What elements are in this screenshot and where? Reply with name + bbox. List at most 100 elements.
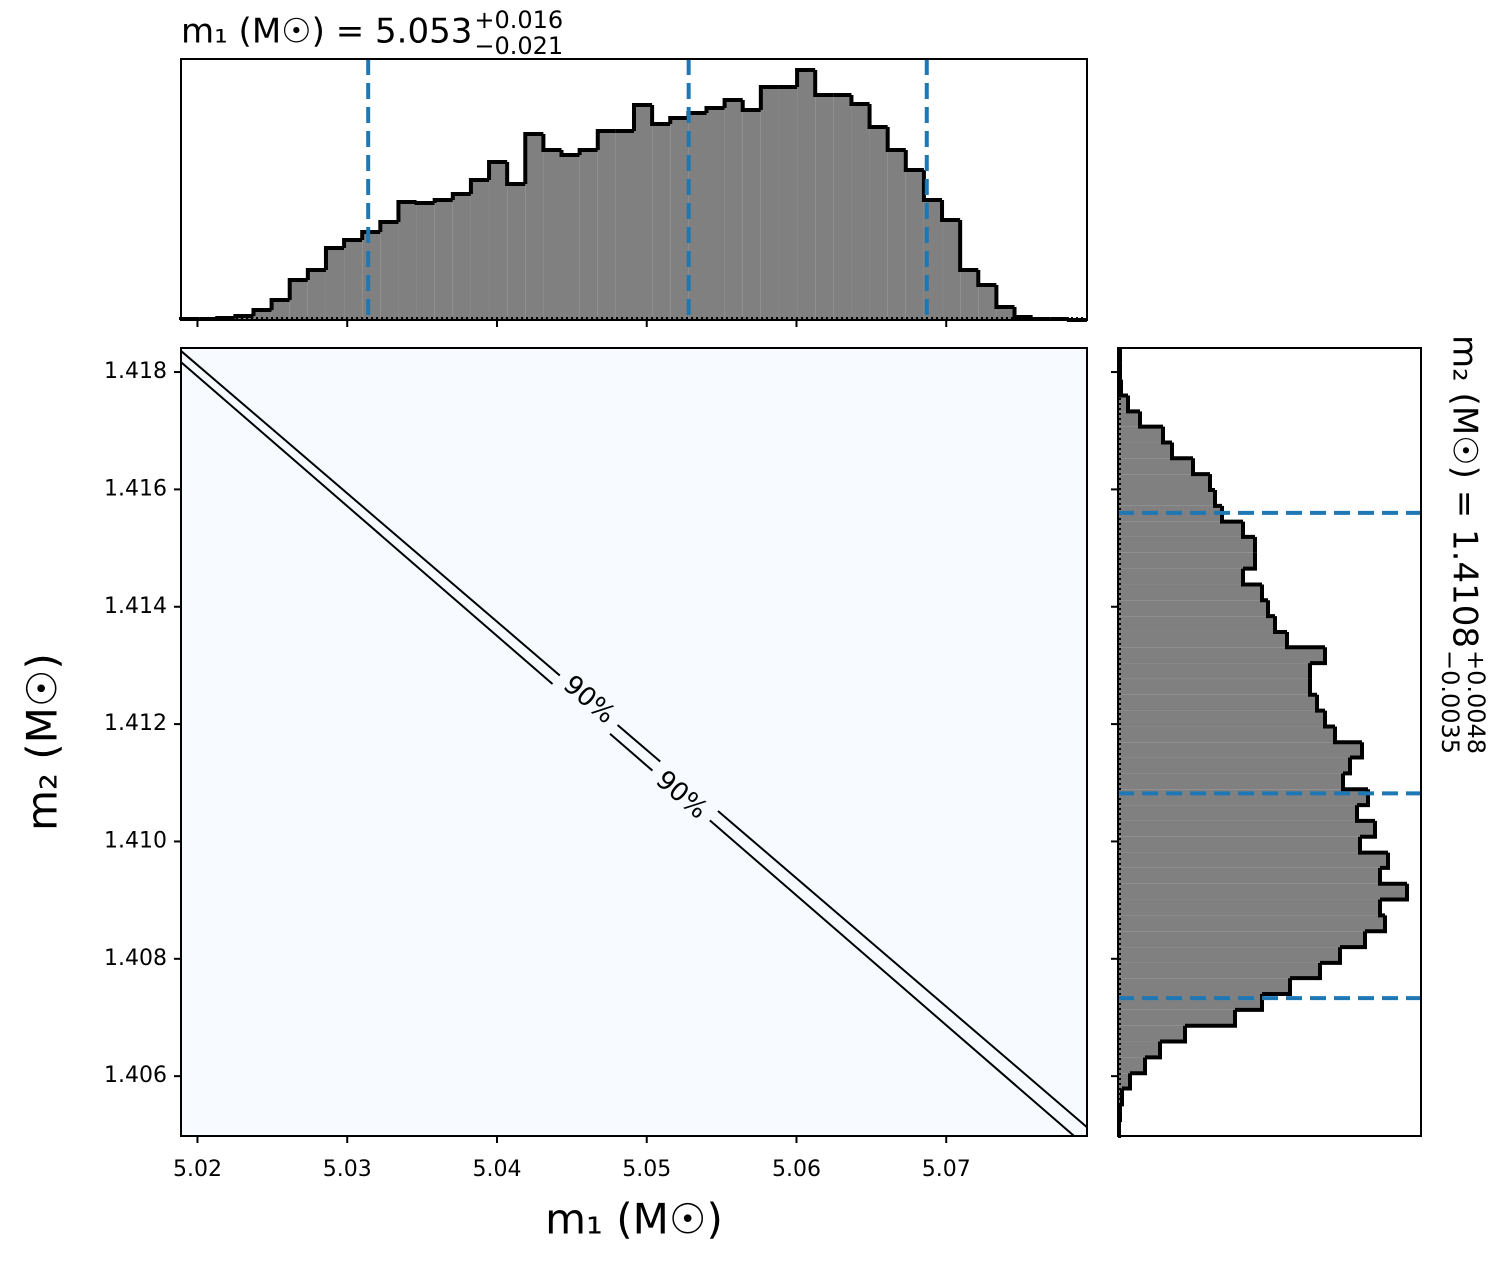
hist-bar — [1118, 426, 1163, 443]
hist-step — [1012, 307, 1033, 319]
hist-step — [795, 68, 816, 87]
hist-step — [233, 314, 254, 318]
hist-step — [1380, 883, 1409, 902]
hist-bar — [1118, 616, 1275, 632]
hist-step — [1290, 962, 1322, 981]
hist-step — [1273, 616, 1287, 634]
y-tick-label: 1.418 — [104, 359, 167, 384]
x-axis-label: m₁ (M☉) — [545, 1195, 723, 1244]
hist-step — [523, 132, 544, 184]
hist-step — [1161, 426, 1172, 445]
hist-step — [1315, 694, 1325, 713]
hist-bar — [362, 232, 381, 320]
hist-step — [1120, 1088, 1124, 1107]
hist-bar — [869, 127, 888, 320]
hist-bar — [543, 150, 562, 320]
hist-bar — [1118, 820, 1375, 837]
hist-step — [1262, 978, 1292, 997]
hist-step — [1241, 521, 1255, 539]
y-tick-label: 1.414 — [104, 594, 167, 619]
hist-step — [1333, 726, 1362, 745]
hist-step — [1308, 678, 1317, 697]
hist-bar — [833, 95, 852, 320]
hist-bar — [942, 220, 961, 320]
hist-bar — [1118, 710, 1325, 727]
hist-step — [940, 200, 961, 222]
hist-bar — [416, 203, 435, 320]
hist-step — [1213, 489, 1222, 508]
hist-bar — [1118, 521, 1243, 537]
hist-bar — [1118, 867, 1380, 884]
hist-bar — [1118, 962, 1320, 979]
hist-step — [1266, 600, 1275, 619]
hist-bar — [670, 118, 689, 320]
hist-bar — [634, 105, 653, 320]
hist-bar — [325, 248, 345, 320]
title-superscript: +0.0048 — [1462, 650, 1490, 754]
hist-step — [1138, 411, 1163, 429]
panel-title: m₁ (M☉) = 5.053 — [181, 12, 472, 52]
hist-step — [1208, 474, 1215, 492]
panel-frame — [180, 58, 1088, 321]
hist-bar — [615, 131, 634, 320]
hist-bar — [1118, 442, 1172, 459]
hist-bar — [289, 280, 308, 320]
hist-step — [1185, 1009, 1237, 1028]
hist-bar — [489, 162, 508, 320]
panel-title: m₂ (M☉) = 1.4108 — [1445, 335, 1485, 648]
hist-step — [1343, 757, 1352, 776]
hist-bar — [724, 100, 743, 320]
title-subscript: −0.021 — [474, 32, 563, 60]
title-subscript: −0.0035 — [1436, 650, 1464, 754]
hist-step — [1170, 442, 1193, 461]
hist-step — [1358, 836, 1388, 855]
hist-step — [867, 104, 888, 129]
x-tick-label: 5.05 — [622, 1157, 671, 1182]
hist-step — [1340, 931, 1367, 950]
hist-step — [1320, 947, 1342, 965]
hist-step — [903, 150, 924, 172]
hist-step — [468, 178, 490, 194]
hist-step — [414, 201, 435, 205]
hist-bar — [1118, 883, 1407, 900]
hist-step — [1365, 915, 1387, 934]
hist-step — [505, 162, 526, 186]
hist-bar — [507, 184, 526, 320]
hist-bar — [1118, 836, 1360, 853]
hist-step — [1191, 458, 1210, 477]
hist-step — [595, 129, 616, 150]
hist-bar — [742, 110, 761, 320]
hist-step — [1323, 710, 1335, 729]
hist-step — [1243, 552, 1257, 571]
hist-bar — [1118, 978, 1290, 995]
hist-bar — [271, 300, 290, 320]
hist-step — [1341, 773, 1368, 792]
hist-bar — [1118, 1009, 1235, 1026]
hist-bar — [851, 104, 870, 320]
hist-bar — [452, 194, 471, 320]
hist-step — [396, 200, 417, 222]
hist-step — [323, 246, 345, 270]
hist-step — [1260, 584, 1268, 603]
hist-bar — [525, 134, 544, 320]
hist-step — [450, 192, 471, 200]
hist-bar — [1118, 694, 1317, 711]
hist-step — [1126, 395, 1140, 414]
hist-bar — [1118, 773, 1343, 790]
hist-bar — [1118, 489, 1215, 506]
hist-bar — [1118, 947, 1340, 963]
hist-bar — [579, 150, 598, 320]
hist-step — [921, 170, 943, 202]
hist-step — [1378, 899, 1385, 918]
hist-bar — [398, 202, 417, 320]
label-gap — [643, 760, 720, 831]
hist-step — [885, 127, 906, 152]
hist-step — [287, 278, 308, 300]
y-tick-label: 1.408 — [104, 946, 167, 971]
hist-step — [632, 103, 653, 131]
hist-bar — [1118, 1057, 1145, 1074]
hist-step — [1145, 1041, 1162, 1060]
contour-line — [180, 361, 1075, 1137]
hist-bar — [1118, 458, 1193, 475]
